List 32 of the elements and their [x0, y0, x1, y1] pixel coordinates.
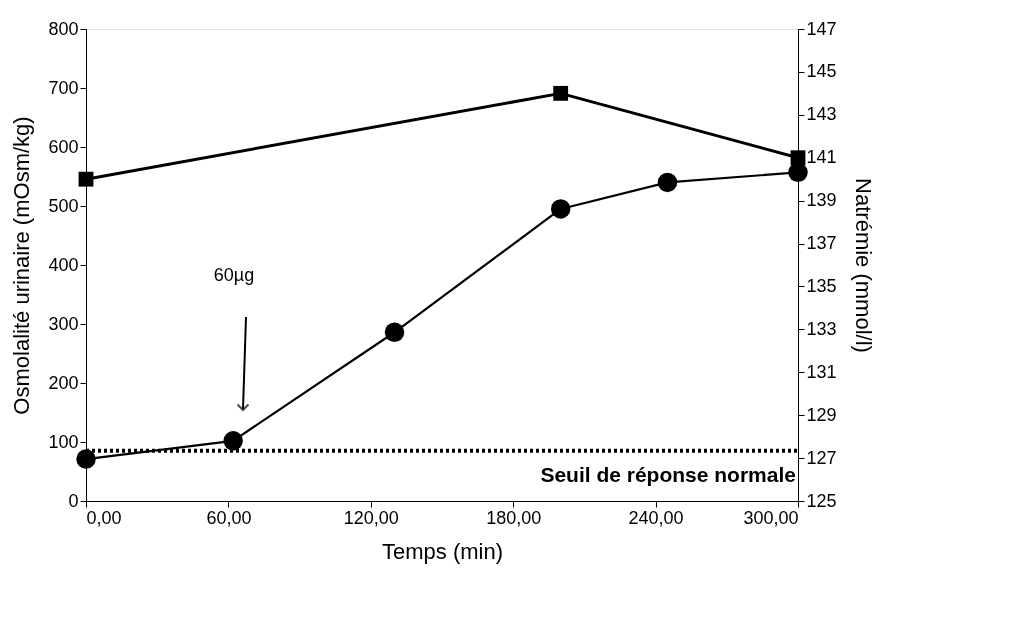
y2-tick-label: 125	[806, 490, 837, 511]
y-tick-label: 500	[48, 195, 79, 216]
x-axis-title: Temps (min)	[381, 538, 504, 564]
y-tick-label: 100	[48, 431, 79, 452]
y-axis-title: Osmolalité urinaire (mOsm/kg)	[9, 116, 35, 415]
x-tick-label: 180,00	[486, 507, 542, 528]
y2-tick-label: 147	[806, 18, 837, 39]
y2-tick-label: 133	[806, 318, 837, 339]
y2-tick-label: 143	[806, 104, 837, 125]
y2-tick-label: 141	[806, 147, 837, 168]
y2-tick-label: 131	[806, 361, 837, 382]
y2-tick-label: 135	[806, 275, 837, 296]
y-tick-label: 800	[48, 18, 79, 39]
x-tick-label: 120,00	[343, 507, 399, 528]
x-tick-label: 240,00	[628, 507, 684, 528]
y-tick-label: 0	[68, 490, 79, 511]
y2-axis-title: Natrémie (mmol/l)	[850, 178, 876, 353]
y-tick-label: 700	[48, 77, 79, 98]
y2-tick-label: 129	[806, 404, 837, 425]
x-tick-label: 300,00	[743, 507, 799, 528]
y2-tick-label: 145	[806, 61, 837, 82]
annotation: 60µg	[213, 265, 255, 285]
x-tick-label: 0,00	[86, 507, 122, 528]
ref-line-label: Seuil de réponse normale	[540, 462, 796, 486]
y-tick-label: 600	[48, 136, 79, 157]
y2-tick-label: 127	[806, 447, 837, 468]
y-tick-label: 200	[48, 372, 79, 393]
y2-tick-label: 139	[806, 190, 837, 211]
y-tick-label: 400	[48, 254, 79, 275]
y2-tick-label: 137	[806, 233, 837, 254]
y-tick-label: 300	[48, 313, 79, 334]
x-tick-label: 60,00	[206, 507, 252, 528]
